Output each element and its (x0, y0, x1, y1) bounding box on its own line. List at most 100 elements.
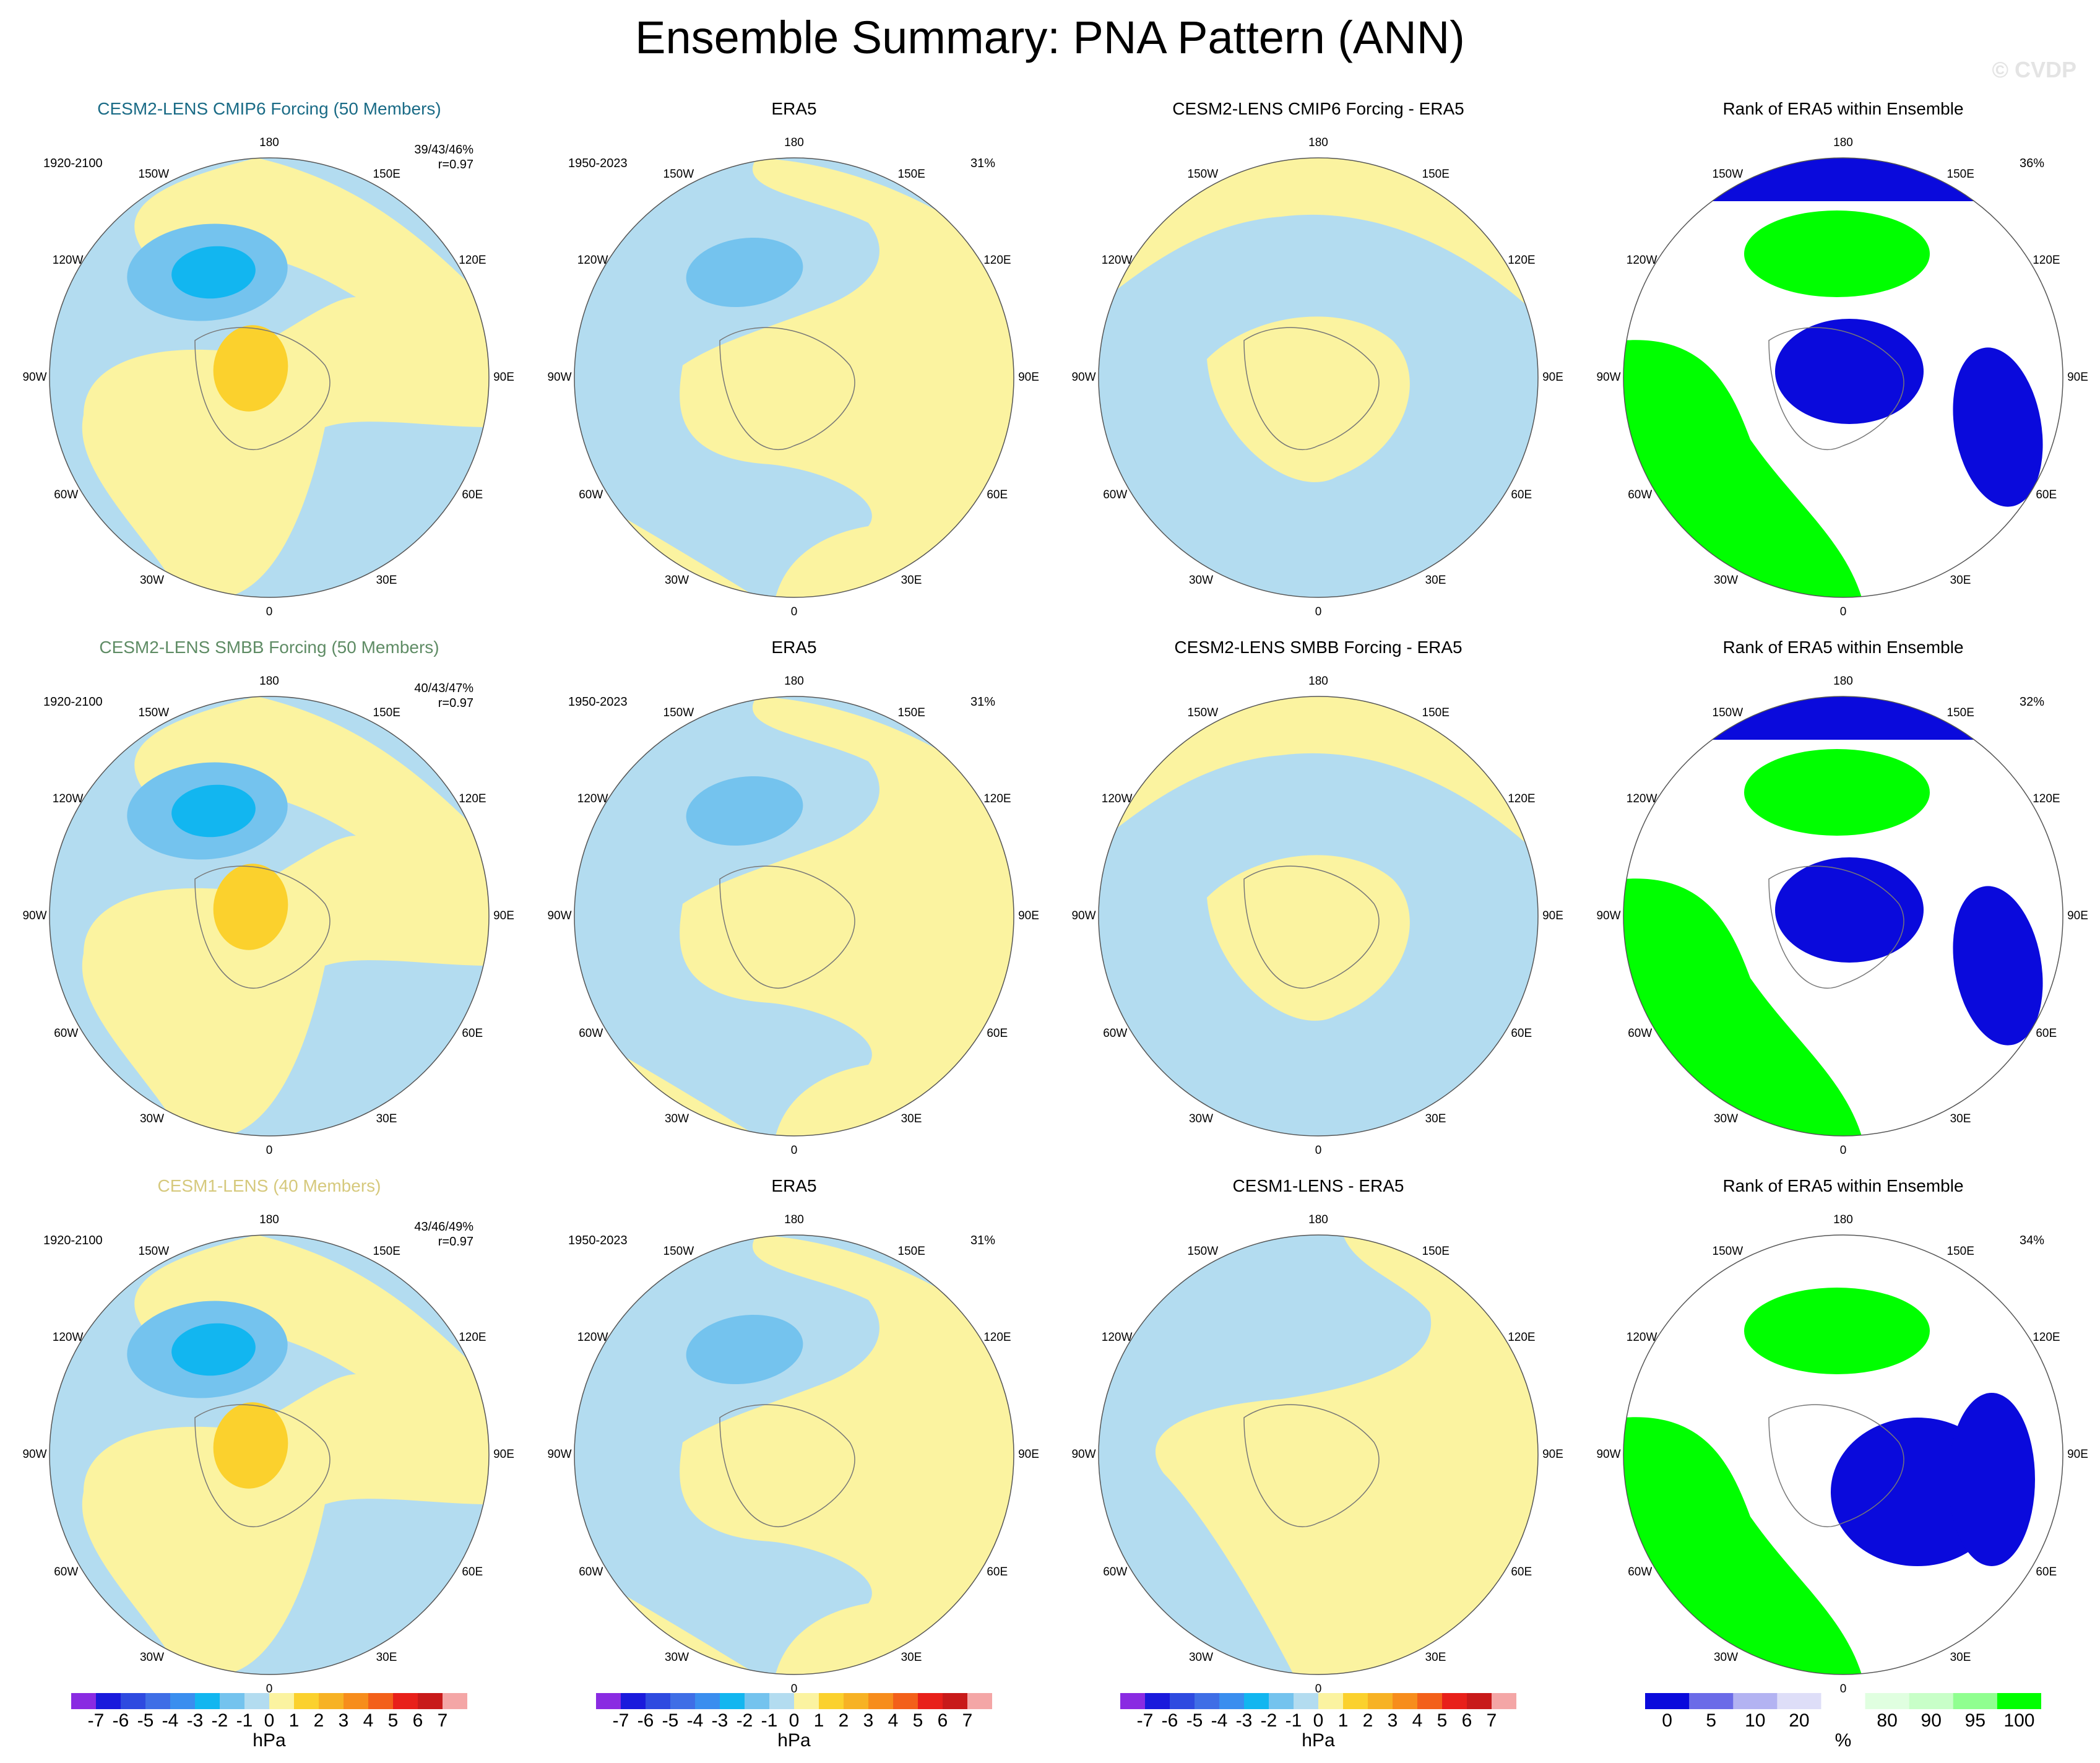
longitude-label: 150W (1712, 706, 1744, 719)
positive-anomaly-core (213, 325, 288, 412)
colorbar-tick-label: 5 (1437, 1710, 1448, 1731)
longitude-label: 90E (1018, 371, 1039, 384)
longitude-label: 60W (579, 1565, 603, 1579)
colorbar-segment (71, 1693, 97, 1709)
era-explained-variance: 31% (970, 695, 996, 709)
longitude-label: 30W (139, 1112, 165, 1126)
longitude-label: 60E (2036, 1565, 2057, 1579)
colorbar-segment (1318, 1693, 1344, 1709)
colorbar-segment (1645, 1693, 1690, 1709)
colorbar-tick-label: -4 (162, 1710, 179, 1731)
colorbar-tick-label: -2 (211, 1710, 228, 1731)
longitude-label: 150E (1422, 167, 1450, 181)
longitude-label: 30E (1950, 1651, 1971, 1665)
longitude-label: 120W (1626, 792, 1657, 805)
polar-map (1098, 696, 1539, 1137)
coastline (719, 1404, 855, 1527)
rank-panel-title: Rank of ERA5 within Ensemble (1722, 638, 1964, 657)
era-panel-title: ERA5 (771, 1176, 817, 1195)
rank-percent: 36% (2020, 157, 2045, 170)
longitude-label: 150W (1712, 1244, 1744, 1258)
colorbar-segment (368, 1693, 394, 1709)
longitude-label: 90W (1071, 909, 1096, 922)
model-period: 1920-2100 (43, 1234, 103, 1247)
longitude-label: 150E (1947, 706, 1974, 719)
longitude-label: 60E (987, 488, 1008, 501)
colorbar-segment (1777, 1693, 1821, 1709)
colorbar-segment (1442, 1693, 1467, 1709)
longitude-label: 60W (579, 488, 603, 501)
longitude-label: 30W (664, 1112, 689, 1126)
diff-panel-title: CESM1-LENS - ERA5 (1232, 1176, 1404, 1195)
colorbar-segment (145, 1693, 171, 1709)
colorbar-segment (269, 1693, 295, 1709)
longitude-label: 90W (22, 1448, 47, 1461)
longitude-label: 90W (22, 909, 47, 922)
map-boundary (1623, 157, 2063, 598)
positive-region (680, 158, 1014, 597)
colorbar-tick-label: 2 (838, 1710, 849, 1731)
longitude-label: 120E (1508, 1330, 1536, 1344)
longitude-label: 0 (790, 1683, 798, 1696)
longitude-label: 180 (1833, 675, 1853, 688)
colorbar-tick-label: -3 (1235, 1710, 1253, 1731)
colorbar-tick-label: 100 (2003, 1710, 2035, 1731)
longitude-label: 90E (493, 1448, 514, 1461)
colorbar-segment (967, 1693, 992, 1709)
longitude-label: 60W (1628, 1565, 1653, 1579)
longitude-label: 120W (52, 792, 84, 805)
longitude-label: 120E (459, 1330, 486, 1344)
longitude-label: 120E (983, 792, 1011, 805)
colorbar-segment (244, 1693, 270, 1709)
longitude-label: 150E (373, 1244, 400, 1258)
colorbar (71, 1693, 467, 1709)
longitude-label: 30E (1950, 574, 1971, 587)
longitude-label: 0 (266, 1144, 273, 1157)
green-region-north (1744, 749, 1930, 836)
longitude-label: 0 (1839, 1144, 1847, 1157)
blue-region-north (1623, 696, 2063, 740)
map-boundary (1098, 1234, 1539, 1675)
longitude-label: 30E (376, 1112, 397, 1126)
green-region-north (1744, 210, 1930, 297)
colorbar-tick-label: 4 (888, 1710, 899, 1731)
colorbar-tick-label: 4 (1412, 1710, 1423, 1731)
colorbar-segment (1195, 1693, 1220, 1709)
longitude-label: 90W (1596, 371, 1621, 384)
polar-map (1098, 157, 1539, 598)
model-panel-title: CESM1-LENS (40 Members) (157, 1176, 381, 1195)
longitude-label: 180 (784, 136, 804, 149)
colorbar-segment (1343, 1693, 1368, 1709)
longitude-label: 150W (1187, 1244, 1219, 1258)
polar-map (574, 1234, 1014, 1675)
coastline (719, 865, 855, 989)
colorbar-segment (745, 1693, 770, 1709)
diff-panel-title: CESM2-LENS SMBB Forcing - ERA5 (1174, 638, 1463, 657)
longitude-label: 150E (1947, 1244, 1974, 1258)
colorbar-segment (893, 1693, 918, 1709)
colorbar-units: hPa (777, 1730, 811, 1751)
longitude-label: 150E (373, 167, 400, 181)
model-panel-title: CESM2-LENS SMBB Forcing (50 Members) (99, 638, 439, 657)
model-panel-title: CESM2-LENS CMIP6 Forcing (50 Members) (97, 99, 441, 118)
colorbar-tick-label: 0 (264, 1710, 275, 1731)
colorbar-tick-label: -5 (137, 1710, 154, 1731)
longitude-label: 90E (1542, 371, 1563, 384)
colorbar-tick-label: 1 (813, 1710, 824, 1731)
longitude-label: 120E (459, 792, 486, 805)
coastline (1768, 1404, 1904, 1527)
map-boundary (574, 157, 1014, 598)
positive-region (680, 1235, 1014, 1674)
colorbar-tick-label: -1 (236, 1710, 253, 1731)
negative-anomaly (686, 1314, 803, 1385)
longitude-label: 30E (901, 1112, 922, 1126)
map-boundary (1623, 696, 2063, 1137)
longitude-label: 60W (54, 488, 79, 501)
colorbar-segment (195, 1693, 220, 1709)
colorbar-tick-label: -2 (736, 1710, 753, 1731)
colorbar-tick-label: -7 (87, 1710, 105, 1731)
cvdp-watermark: © CVDP (1992, 57, 2076, 82)
longitude-label: 180 (1833, 1213, 1853, 1226)
colorbar-segment (1145, 1693, 1170, 1709)
longitude-label: 30W (1713, 574, 1739, 587)
